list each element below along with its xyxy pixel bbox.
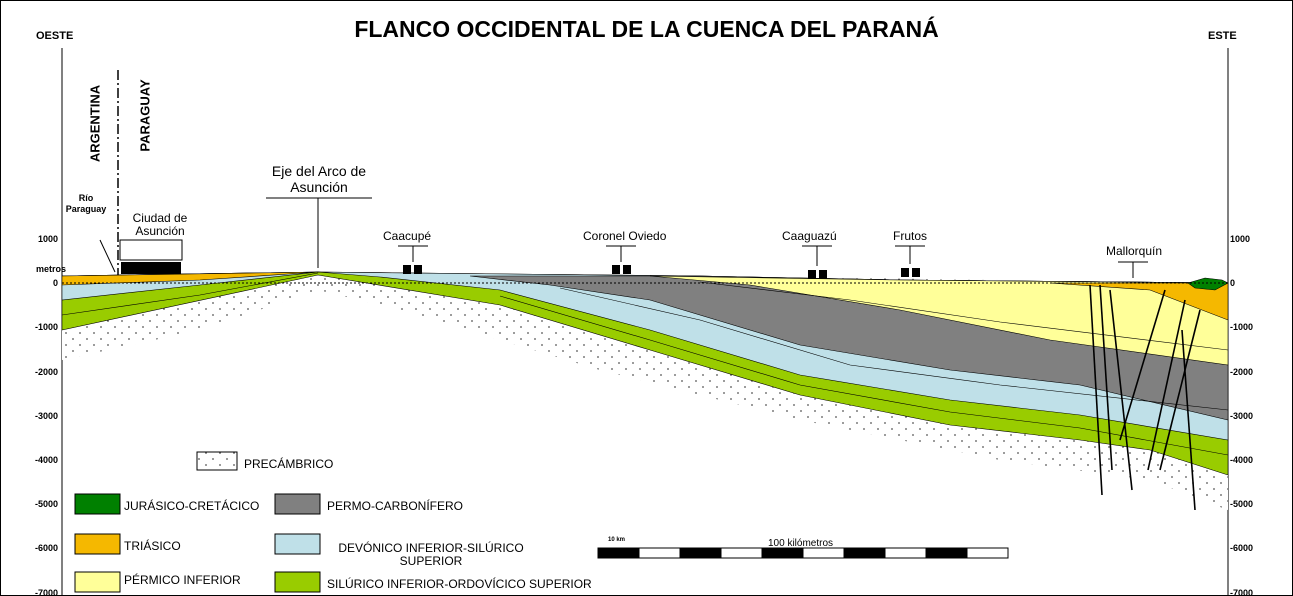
east-label: ESTE [1208, 30, 1237, 43]
legend-label: TRIÁSICO [124, 540, 181, 553]
town-label: Caacupé [383, 230, 431, 243]
legend-label: DEVÓNICO INFERIOR-SILÚRICO SUPERIOR [322, 542, 540, 568]
left-tick-label: 0 [20, 278, 58, 288]
legend-label: PÉRMICO INFERIOR [124, 574, 241, 587]
country-argentina: ARGENTINA [89, 59, 102, 189]
right-tick-label: 0 [1230, 278, 1268, 288]
city-label: Ciudad de Asunción [120, 212, 200, 238]
right-tick-label: -3000 [1230, 411, 1268, 421]
west-label: OESTE [36, 30, 73, 43]
right-tick-label: -1000 [1230, 322, 1268, 332]
arch-label: Eje del Arco de Asunción [258, 163, 380, 195]
left-tick-label: -4000 [20, 455, 58, 465]
left-tick-label: -1000 [20, 322, 58, 332]
left-tick-label: -5000 [20, 499, 58, 509]
scale-label: 100 kilómetros [768, 538, 833, 549]
legend-swatches [75, 452, 320, 592]
legend-label: PRECÁMBRICO [244, 458, 333, 471]
left-tick-label: 1000 [20, 234, 58, 244]
right-tick-label: -5000 [1230, 499, 1268, 509]
town-label: Frutos [893, 230, 927, 243]
country-paraguay: PARAGUAY [139, 51, 152, 181]
town-label: Caaguazú [782, 230, 837, 243]
title: FLANCO OCCIDENTAL DE LA CUENCA DEL PARAN… [0, 16, 1293, 42]
town-label: Mallorquín [1106, 245, 1162, 258]
right-tick-label: 1000 [1230, 234, 1268, 244]
left-tick-label: -2000 [20, 367, 58, 377]
scale-start: 10 km [608, 537, 625, 544]
scale-bar [598, 548, 1008, 558]
left-tick-label: -6000 [20, 543, 58, 553]
right-tick-label: -7000 [1230, 588, 1268, 596]
axis-unit: metros [36, 263, 66, 276]
cross-section: FLANCO OCCIDENTAL DE LA CUENCA DEL PARAN… [0, 0, 1293, 596]
right-tick-label: -2000 [1230, 367, 1268, 377]
town-label: Coronel Oviedo [583, 230, 666, 243]
right-tick-label: -6000 [1230, 543, 1268, 553]
river-label: Río Paraguay [62, 193, 110, 215]
legend-label: SILÚRICO INFERIOR-ORDOVÍCICO SUPERIOR [327, 578, 592, 591]
left-tick-label: -3000 [20, 411, 58, 421]
legend-label: PERMO-CARBONÍFERO [327, 500, 463, 513]
left-tick-label: -7000 [20, 588, 58, 596]
legend-label: JURÁSICO-CRETÁCICO [124, 500, 259, 513]
right-tick-label: -4000 [1230, 455, 1268, 465]
